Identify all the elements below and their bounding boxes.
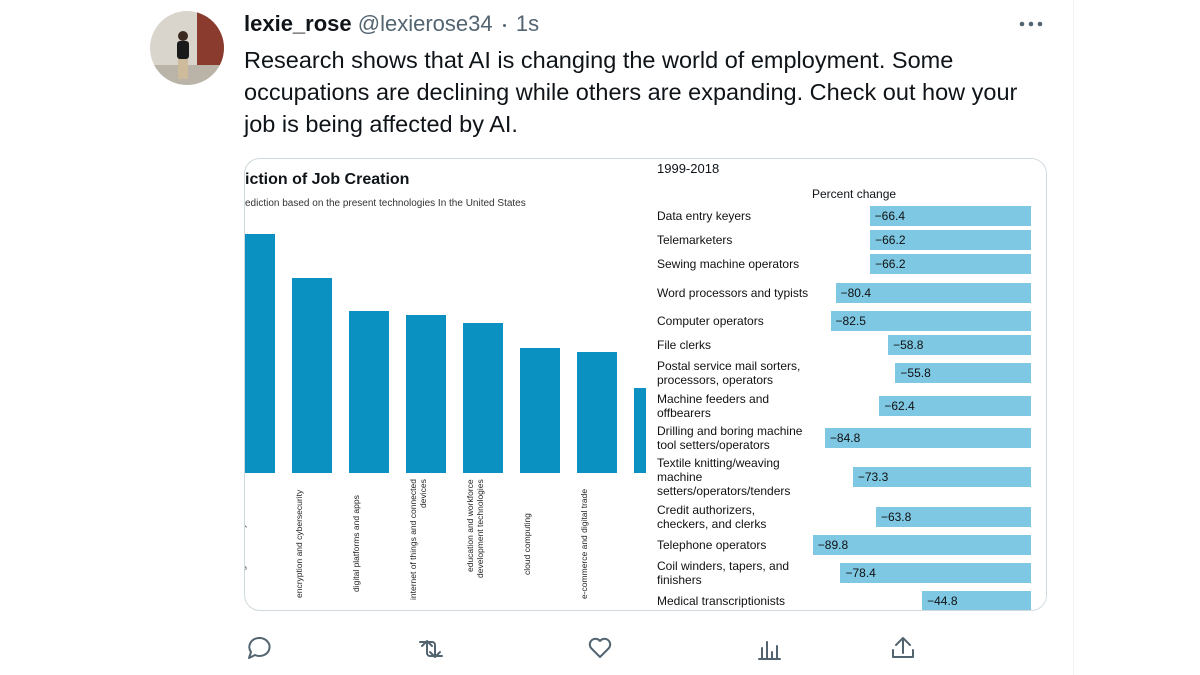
x-tick-label: cloud computing <box>522 513 532 575</box>
more-button[interactable] <box>1018 14 1046 34</box>
views-button[interactable] <box>758 641 781 660</box>
bar <box>824 428 1031 448</box>
x-tick-label: digital platforms and apps <box>351 495 361 593</box>
bar <box>870 254 1031 274</box>
display-name[interactable]: lexie_rose <box>244 11 352 36</box>
bar <box>888 335 1031 355</box>
category-label: Credit authorizers, checkers, and clerks <box>657 503 767 531</box>
job-creation-chart: Big-data analytics encryption and cyberse… <box>244 159 674 610</box>
chart-title: 1999-2018 <box>657 161 720 176</box>
value-label: −58.8 <box>893 338 924 352</box>
bar <box>577 352 617 473</box>
avatar[interactable] <box>149 10 225 86</box>
value-label: −66.2 <box>875 233 906 247</box>
bar <box>349 310 389 473</box>
category-label: Textile knitting/weaving machine setters… <box>657 456 791 498</box>
retweet-button[interactable] <box>419 640 443 658</box>
value-label: −84.8 <box>829 431 861 445</box>
x-tick-label: internet of things and connected devices <box>408 479 428 600</box>
chart-subtitle: ediction based on the present technologi… <box>245 198 526 209</box>
chart-subtitle: Percent change <box>812 187 897 201</box>
category-label: Telemarketers <box>657 233 733 247</box>
value-label: −63.8 <box>880 510 912 524</box>
x-tick-label: Big-data analytics <box>244 510 247 578</box>
value-label: −73.3 <box>857 470 889 484</box>
bar <box>875 507 1031 527</box>
bar <box>869 206 1031 226</box>
timestamp[interactable]: 1s <box>515 11 540 36</box>
value-label: −89.8 <box>817 538 849 552</box>
bar <box>840 563 1031 583</box>
bar <box>292 277 332 473</box>
separator <box>502 23 506 27</box>
tweet-text: Research shows that AI is changing the w… <box>244 47 1018 137</box>
handle[interactable]: @lexierose34 <box>357 11 493 36</box>
category-label: Telephone operators <box>657 538 767 552</box>
share-button[interactable] <box>892 637 914 658</box>
category-label: Coil winders, tapers, and finishers <box>657 559 790 587</box>
category-label: Postal service mail sorters, processors,… <box>657 359 801 387</box>
like-button[interactable] <box>588 637 612 658</box>
category-label: Medical transcriptionists <box>657 594 786 608</box>
job-decline-chart: 1999-2018 Percent change Data entry keye… <box>646 159 1046 610</box>
bar <box>812 535 1031 555</box>
category-label: Drilling and boring machine tool setters… <box>657 424 803 452</box>
category-label: Sewing machine operators <box>657 257 800 271</box>
bar <box>406 315 446 473</box>
bar <box>463 322 503 473</box>
reply-button[interactable] <box>248 636 271 659</box>
bar <box>852 467 1031 487</box>
value-label: −82.5 <box>835 314 866 328</box>
bar <box>835 283 1031 303</box>
x-tick-label: education and workforce development tech… <box>465 479 485 578</box>
value-label: −66.4 <box>874 209 906 223</box>
category-label: Data entry keyers <box>657 209 752 223</box>
value-label: −66.2 <box>875 257 906 271</box>
action-bar <box>248 636 914 660</box>
category-label: Word processors and typists <box>657 286 809 300</box>
bar <box>245 234 275 473</box>
category-label: Machine feeders and offbearers <box>657 392 770 420</box>
bar <box>922 591 1031 610</box>
x-tick-label: e-commerce and digital trade <box>579 488 589 600</box>
bar <box>830 311 1031 331</box>
value-label: −80.4 <box>840 286 871 300</box>
bar <box>520 348 560 473</box>
bar <box>879 396 1031 416</box>
x-tick-label: encryption and cybersecurity <box>294 489 304 599</box>
value-label: −55.8 <box>900 366 931 380</box>
media-card[interactable]: iction of Job Creation ediction based on… <box>244 158 1047 611</box>
value-label: −62.4 <box>884 399 915 413</box>
bar <box>895 363 1031 383</box>
value-label: −78.4 <box>845 566 876 580</box>
bar <box>870 230 1031 250</box>
value-label: −44.8 <box>927 594 958 608</box>
category-label: File clerks <box>657 338 712 352</box>
divider <box>1073 0 1074 675</box>
chart-title: iction of Job Creation <box>245 171 410 188</box>
category-label: Computer operators <box>657 314 764 328</box>
